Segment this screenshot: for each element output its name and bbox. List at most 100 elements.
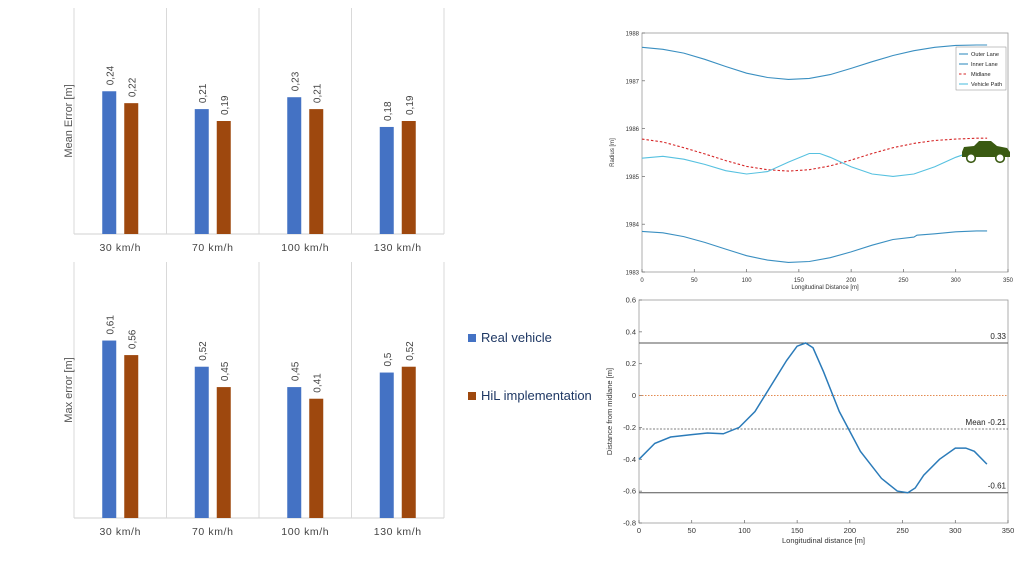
- hil-implementation-bar: [401, 121, 416, 234]
- hil-implementation-bar: [124, 103, 139, 234]
- legend-midlane-label: Midlane: [971, 72, 991, 78]
- x-axis-label: Longitudinal distance [m]: [782, 536, 865, 545]
- y-axis-label: Mean Error [m]: [63, 84, 75, 157]
- reference-line-label: -0.61: [988, 482, 1007, 491]
- deviation-line: [638, 342, 988, 494]
- hil-implementation-swatch: [468, 391, 476, 400]
- y-tick-label: -0.8: [623, 519, 636, 528]
- x-tick-label: 50: [691, 278, 698, 284]
- category-tick-label: 70 km/h: [192, 242, 234, 254]
- y-axis-label: Max error [m]: [63, 357, 75, 422]
- bar-value-label: 0,23: [290, 71, 301, 91]
- legend-vehicle-path-label: Vehicle Path: [971, 82, 1002, 88]
- vehicle-path-line: [641, 148, 988, 177]
- legend-hil-implementation-label: HiL implementation: [481, 388, 592, 403]
- reference-line-label: Mean -0.21: [966, 418, 1007, 427]
- y-tick-label: 0.6: [626, 296, 636, 305]
- inner-lane-line: [641, 230, 988, 263]
- bar-value-label: 0,22: [127, 77, 138, 97]
- x-tick-label: 150: [794, 278, 805, 284]
- real-vehicle-bar: [287, 97, 302, 234]
- y-tick-label: 0.2: [626, 359, 636, 368]
- y-tick-label: 1984: [626, 223, 640, 229]
- mean-error-bar-chart: Mean Error [m] 30 km/h 0,24 0,22 70 km/h 0,21…: [63, 8, 445, 254]
- x-tick-label: 250: [898, 278, 909, 284]
- category-tick-label: 100 km/h: [281, 526, 329, 538]
- car-icon: [962, 141, 1010, 164]
- x-tick-label: 150: [791, 526, 804, 535]
- x-tick-label: 100: [738, 526, 751, 535]
- x-tick-label: 200: [844, 526, 857, 535]
- bar-value-label: 0,21: [312, 83, 323, 103]
- x-axis-label: Longitudinal Distance [m]: [791, 285, 859, 291]
- bar-value-label: 0,45: [290, 361, 301, 381]
- category-tick-label: 100 km/h: [281, 242, 329, 254]
- y-tick-label: 1988: [626, 32, 640, 38]
- x-tick-label: 50: [688, 526, 696, 535]
- x-tick-label: 100: [742, 278, 753, 284]
- real-vehicle-bar: [102, 91, 117, 235]
- x-tick-label: 200: [846, 278, 857, 284]
- hil-implementation-bar: [309, 398, 324, 518]
- plot-frame: [638, 299, 1009, 524]
- real-vehicle-bar: [194, 366, 209, 518]
- y-tick-label: 1987: [626, 79, 640, 85]
- x-tick-label: 300: [949, 526, 962, 535]
- midlane-line: [641, 137, 988, 172]
- bar-value-label: 0,19: [220, 95, 231, 115]
- legend-item-hil-implementation: HiL implementation: [468, 388, 592, 403]
- plot-frame: [641, 32, 1009, 273]
- real-vehicle-bar: [379, 372, 394, 518]
- y-tick-label: 0.4: [626, 327, 636, 336]
- bar-value-label: 0,19: [405, 95, 416, 115]
- bar-value-label: 0,52: [405, 341, 416, 361]
- y-tick-label: 1985: [626, 175, 640, 181]
- legend-outer-lane-label: Outer Lane: [971, 52, 999, 58]
- bar-value-label: 0,24: [105, 65, 116, 85]
- bar-chart-legend: Real vehicle HiL implementation: [468, 330, 618, 410]
- bar-value-label: 0,61: [105, 315, 116, 335]
- category-tick-label: 30 km/h: [99, 526, 141, 538]
- real-vehicle-bar: [194, 109, 209, 234]
- category-tick-label: 130 km/h: [374, 242, 422, 254]
- outer-lane-line: [641, 44, 988, 80]
- y-tick-label: -0.2: [623, 423, 636, 432]
- category-tick-label: 30 km/h: [99, 242, 141, 254]
- real-vehicle-bar: [379, 126, 394, 234]
- hil-implementation-bar: [401, 366, 416, 518]
- bar-value-label: 0,18: [383, 101, 394, 121]
- legend-inner-lane-label: Inner Lane: [971, 62, 998, 68]
- x-tick-label: 350: [1002, 526, 1015, 535]
- legend-real-vehicle-label: Real vehicle: [481, 330, 552, 345]
- bar-value-label: 0,45: [220, 361, 231, 381]
- real-vehicle-swatch: [468, 333, 476, 342]
- bar-value-label: 0,52: [198, 341, 209, 361]
- deviation-line-chart: 0 50 100 150 200 250 300 350 -0.8 -0.6 -0.4 -0.2 0 0.…: [605, 296, 1015, 546]
- y-tick-label: 0: [632, 391, 636, 400]
- real-vehicle-bar: [287, 387, 302, 518]
- x-tick-label: 0: [640, 278, 644, 284]
- radius-line-chart: 0 50 100 150 200 250 300 350 1983 1984 1985 1986 198…: [610, 32, 1014, 292]
- hil-implementation-bar: [216, 387, 231, 518]
- x-tick-label: 250: [896, 526, 909, 535]
- car-front-wheel: [965, 152, 977, 164]
- bar-value-label: 0,21: [198, 83, 209, 103]
- bar-value-label: 0,56: [127, 329, 138, 349]
- x-tick-label: 300: [951, 278, 962, 284]
- y-tick-label: 1986: [626, 127, 640, 133]
- real-vehicle-bar: [102, 340, 117, 518]
- car-body: [962, 141, 1010, 157]
- y-axis-label: Distance from midlane [m]: [605, 368, 614, 455]
- y-tick-label: -0.4: [623, 455, 636, 464]
- car-rear-wheel: [994, 152, 1006, 164]
- y-axis-label: Radius [m]: [610, 138, 616, 167]
- hil-implementation-bar: [216, 121, 231, 234]
- max-error-bar-chart: Max error [m] 30 km/h 0,61 0,56 70 km/h 0,52 0…: [63, 262, 445, 538]
- reference-line-label: 0.33: [990, 332, 1006, 341]
- y-tick-label: -0.6: [623, 487, 636, 496]
- hil-implementation-bar: [309, 109, 324, 234]
- category-tick-label: 70 km/h: [192, 526, 234, 538]
- x-tick-label: 350: [1003, 278, 1014, 284]
- category-tick-label: 130 km/h: [374, 526, 422, 538]
- x-tick-label: 0: [637, 526, 641, 535]
